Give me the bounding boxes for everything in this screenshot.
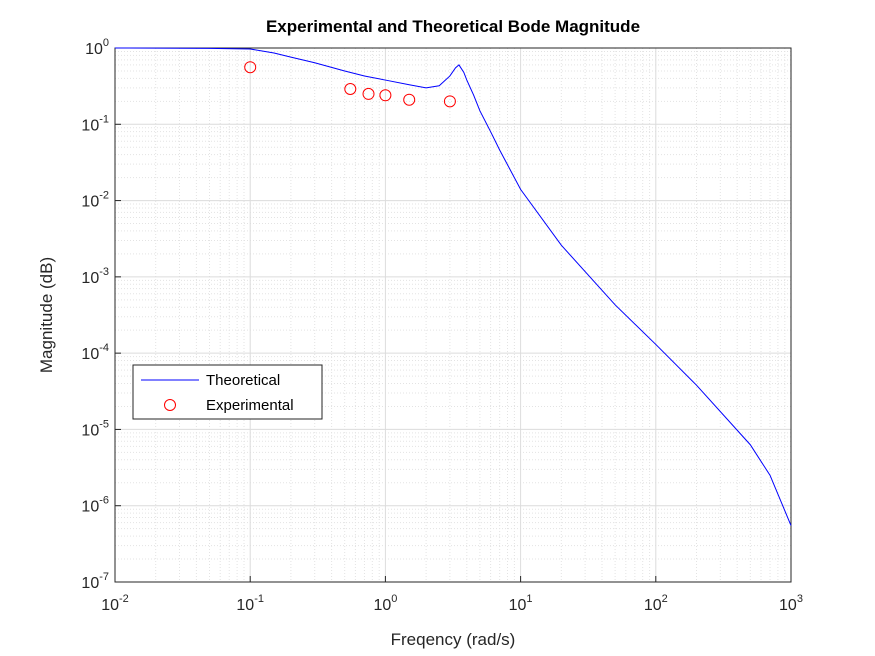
marker — [344, 83, 357, 96]
line — [114, 47, 792, 526]
tick-base: 10 — [81, 346, 99, 363]
marker — [443, 95, 456, 108]
tick-exponent: -1 — [99, 113, 109, 125]
tick-base: 10 — [85, 41, 103, 58]
marker — [362, 87, 375, 100]
tick-exponent: -7 — [99, 571, 109, 583]
plot-area — [115, 48, 791, 582]
y-tick-label: 10-7 — [81, 571, 109, 592]
tick-exponent: -2 — [119, 593, 129, 605]
tick-base: 10 — [779, 597, 797, 614]
tick-base: 10 — [81, 194, 99, 211]
x-tick-label: 10-1 — [236, 593, 264, 614]
x-axis-label: Freqency (rad/s) — [391, 630, 516, 649]
tick-exponent: -6 — [99, 495, 109, 507]
tick-exponent: 2 — [662, 593, 668, 605]
tick-exponent: 0 — [103, 37, 109, 49]
tick-exponent: -5 — [99, 418, 109, 430]
tick-exponent: 1 — [526, 593, 532, 605]
y-tick-label: 10-3 — [81, 266, 109, 287]
x-tick-label: 10-2 — [101, 593, 129, 614]
legend — [132, 364, 323, 420]
tick-base: 10 — [81, 422, 99, 439]
tick-base: 10 — [81, 499, 99, 516]
y-tick-label: 10-2 — [81, 190, 109, 211]
chart-title: Experimental and Theoretical Bode Magnit… — [266, 17, 640, 36]
marker — [379, 89, 392, 102]
tick-base: 10 — [81, 117, 99, 134]
legend-symbol — [164, 399, 176, 411]
marker — [244, 61, 257, 74]
tick-base: 10 — [373, 597, 391, 614]
tick-exponent: -2 — [99, 190, 109, 202]
tick-base: 10 — [81, 575, 99, 592]
x-tick-label: 101 — [509, 593, 533, 614]
y-tick-label: 10-4 — [81, 342, 109, 363]
x-tick-label: 103 — [779, 593, 803, 614]
tick-base: 10 — [236, 597, 254, 614]
y-tick-label: 10-5 — [81, 418, 109, 439]
marker — [403, 93, 416, 106]
tick-exponent: -4 — [99, 342, 109, 354]
tick-exponent: 3 — [797, 593, 803, 605]
x-tick-label: 102 — [644, 593, 668, 614]
y-tick-label: 10-6 — [81, 495, 109, 516]
legend-label: Experimental — [206, 397, 294, 414]
y-tick-label: 10-1 — [81, 113, 109, 134]
tick-exponent: -1 — [254, 593, 264, 605]
legend-label: Theoretical — [206, 372, 280, 389]
tick-base: 10 — [101, 597, 119, 614]
tick-exponent: 0 — [391, 593, 397, 605]
tick-base: 10 — [509, 597, 527, 614]
x-tick-label: 100 — [373, 593, 397, 614]
tick-base: 10 — [644, 597, 662, 614]
tick-base: 10 — [81, 270, 99, 287]
plot-frame — [114, 47, 792, 583]
y-axis-label: Magnitude (dB) — [37, 257, 56, 373]
tick-exponent: -3 — [99, 266, 109, 278]
y-tick-label: 100 — [85, 37, 109, 58]
